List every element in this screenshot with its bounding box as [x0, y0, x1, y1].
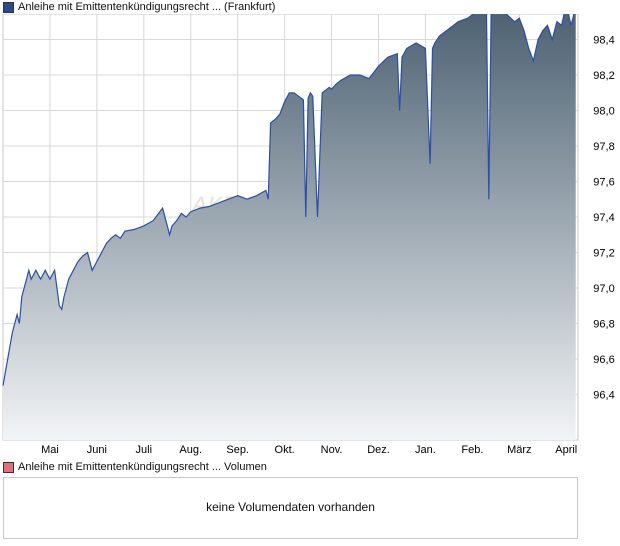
volume-panel: keine Volumendaten vorhanden — [3, 477, 578, 539]
price-line — [2, 14, 575, 386]
y-tick-label: 96,8 — [593, 319, 614, 331]
y-tick-label: 96,4 — [593, 390, 614, 402]
x-tick-label: Juli — [136, 444, 153, 456]
y-tick-label: 97,4 — [593, 212, 614, 224]
x-tick-label: Okt. — [275, 444, 295, 456]
y-tick-label: 97,8 — [593, 141, 614, 153]
x-tick-label: Mai — [41, 444, 59, 456]
x-tick-label: Dez. — [367, 444, 390, 456]
x-axis: Mai Juni Juli Aug. Sep. Okt. Nov. Dez. Jan. Feb. M… — [41, 444, 577, 456]
y-tick-label: 97,0 — [593, 283, 614, 295]
y-tick-label: 98,2 — [593, 70, 614, 82]
x-tick-label: Feb. — [461, 444, 483, 456]
y-tick-label: 97,6 — [593, 177, 614, 189]
x-tick-label: März — [507, 444, 531, 456]
y-axis: 96,4 96,6 96,8 97,0 97,2 97,4 97,6 97,8 98,0 98,2… — [593, 35, 614, 402]
volume-legend-label: Anleihe mit Emittentenkündigungsrecht ..… — [18, 461, 267, 473]
volume-legend: Anleihe mit Emittentenkündigungsrecht ..… — [3, 460, 267, 474]
y-tick-label: 97,2 — [593, 248, 614, 260]
x-tick-label: Aug. — [179, 444, 202, 456]
price-chart: AKTIEN 96,496,696,897,097,297,497,697,89… — [2, 14, 615, 456]
price-legend-label: Anleihe mit Emittentenkündigungsrecht ..… — [18, 1, 276, 13]
y-tick-label: 96,6 — [593, 354, 614, 366]
volume-empty-message: keine Volumendaten vorhanden — [206, 500, 375, 514]
x-tick-label: Nov. — [321, 444, 343, 456]
y-tick-label: 98,4 — [593, 35, 614, 47]
x-tick-label: Sep. — [226, 444, 249, 456]
volume-legend-swatch — [3, 461, 14, 473]
price-legend-swatch — [3, 1, 14, 13]
x-tick-label: April — [555, 444, 577, 456]
price-area — [3, 14, 576, 440]
price-legend: Anleihe mit Emittentenkündigungsrecht ..… — [3, 0, 275, 14]
y-tick-label: 98,0 — [593, 106, 614, 118]
x-tick-label: Jan. — [415, 444, 436, 456]
x-tick-label: Juni — [87, 444, 107, 456]
